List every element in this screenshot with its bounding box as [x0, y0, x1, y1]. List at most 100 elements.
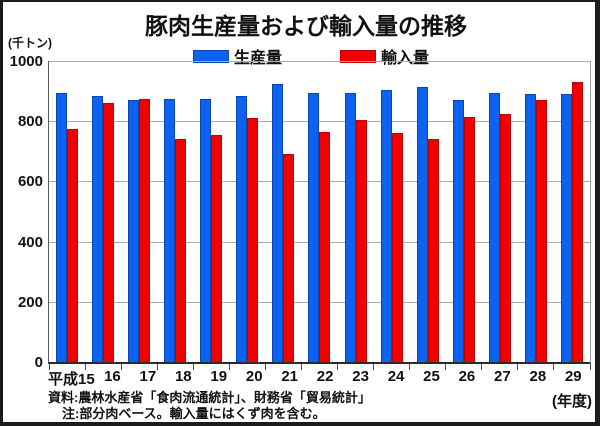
plot-area [48, 61, 591, 370]
x-tick-label-24: 24 [387, 368, 405, 385]
bar-import-23 [355, 119, 367, 362]
bar-production-平成15 [56, 92, 68, 362]
bar-production-17 [128, 100, 140, 362]
bar-production-19 [200, 98, 212, 362]
bar-group-28 [518, 61, 554, 362]
x-axis-tick [481, 364, 483, 370]
bar-import-19 [211, 134, 223, 362]
bar-group-18 [157, 61, 193, 362]
y-tick-label-600: 600 [17, 173, 43, 191]
bar-production-28 [524, 94, 536, 362]
x-tick-label-26: 26 [458, 368, 476, 385]
x-tick-label-18: 18 [174, 368, 192, 385]
x-axis-tick [373, 364, 375, 370]
x-tick-label-17: 17 [139, 368, 157, 385]
y-tick-label-800: 800 [17, 113, 43, 131]
x-tick-label-27: 27 [494, 368, 511, 385]
x-axis-tick [409, 364, 411, 370]
x-axis-tick [192, 364, 194, 370]
x-axis-tick [300, 364, 302, 370]
legend-label-production: 生産量 [233, 50, 282, 67]
gridline-1000 [49, 61, 590, 62]
bar-group-29 [554, 61, 590, 362]
bar-import-29 [571, 82, 583, 362]
y-tick-label-400: 400 [17, 233, 43, 251]
bar-group-16 [85, 61, 121, 362]
x-axis-tick [445, 364, 447, 370]
bar-group-26 [446, 61, 482, 362]
bar-production-26 [452, 100, 464, 362]
bar-group-19 [193, 61, 229, 362]
import-swatch-icon [340, 49, 376, 63]
bar-import-20 [247, 118, 259, 362]
production-swatch-icon [192, 49, 229, 63]
bar-production-20 [236, 95, 248, 362]
bar-import-24 [391, 133, 403, 362]
bar-import-27 [499, 113, 511, 362]
bar-series [49, 61, 590, 362]
x-tick-label-16: 16 [104, 368, 121, 385]
bar-group-24 [374, 61, 410, 362]
bar-import-26 [463, 116, 475, 362]
bar-production-27 [488, 92, 500, 362]
x-axis-tick [553, 364, 555, 370]
bar-import-16 [103, 103, 115, 362]
x-axis-tick [517, 364, 519, 370]
x-axis-tick [264, 364, 266, 370]
bar-group-平成15 [49, 61, 85, 362]
x-tick-label-20: 20 [245, 368, 263, 385]
bar-group-27 [482, 61, 518, 362]
bar-production-18 [164, 98, 176, 362]
x-axis-tick [589, 364, 591, 370]
x-axis-tick [337, 364, 339, 370]
bar-group-21 [265, 61, 301, 362]
x-tick-label-29: 29 [564, 368, 582, 385]
bar-production-24 [380, 89, 392, 362]
gridline-800 [49, 121, 590, 123]
bar-import-平成15 [67, 128, 79, 362]
bar-production-23 [344, 92, 356, 362]
bar-import-25 [427, 139, 439, 362]
legend-label-import: 輸入量 [381, 50, 430, 67]
bar-group-17 [121, 61, 157, 362]
x-tick-label-25: 25 [423, 368, 440, 385]
x-tick-label-23: 23 [352, 368, 369, 385]
x-axis-tick [156, 364, 158, 370]
bar-group-20 [229, 61, 265, 362]
bar-production-25 [416, 86, 428, 362]
method-note: 注:部分肉ベース。輸入量にはくず肉を含む。 [62, 406, 326, 421]
footer-notes: 資料:農林水産省「食肉流通統計」、財務省「貿易統計」 注:部分肉ベース。輸入量に… [48, 390, 371, 422]
legend: 生産量 輸入量 [15, 44, 595, 68]
bar-group-23 [338, 61, 374, 362]
bar-production-16 [92, 95, 104, 362]
bar-production-22 [308, 92, 320, 362]
bar-production-21 [272, 83, 284, 362]
y-tick-label-200: 200 [17, 293, 43, 311]
x-axis-labels: 平成15 16 17 18 19 20 21 22 23 24 25 26 27 28 29 [48, 368, 591, 389]
x-axis-tick [228, 364, 230, 370]
x-axis-unit-label: (年度) [552, 393, 592, 410]
legend-item-import: 輸入量 [340, 44, 429, 68]
bar-production-29 [560, 94, 572, 362]
bar-import-22 [319, 131, 331, 362]
y-tick-label-1000: 1000 [9, 53, 43, 70]
bar-import-17 [139, 98, 151, 362]
bar-import-18 [175, 139, 187, 362]
y-axis-labels: 1000 800 600 400 200 0 [3, 53, 43, 371]
chart-title: 豚肉生産量および輸入量の推移 [145, 13, 467, 39]
x-tick-label-平成15: 平成15 [48, 371, 95, 388]
bar-group-22 [301, 61, 337, 362]
x-tick-label-28: 28 [529, 368, 547, 385]
bar-group-25 [410, 61, 446, 362]
x-axis-tick [84, 364, 86, 370]
x-tick-label-22: 22 [316, 368, 334, 385]
bar-import-28 [535, 100, 547, 362]
legend-item-production: 生産量 [192, 44, 282, 68]
x-tick-label-19: 19 [210, 368, 228, 385]
x-tick-label-21: 21 [281, 368, 299, 385]
source-note: 資料:農林水産省「食肉流通統計」、財務省「貿易統計」 [48, 390, 371, 405]
x-axis-tick [48, 364, 50, 370]
x-axis-tick [120, 364, 122, 370]
bar-import-21 [283, 154, 295, 362]
